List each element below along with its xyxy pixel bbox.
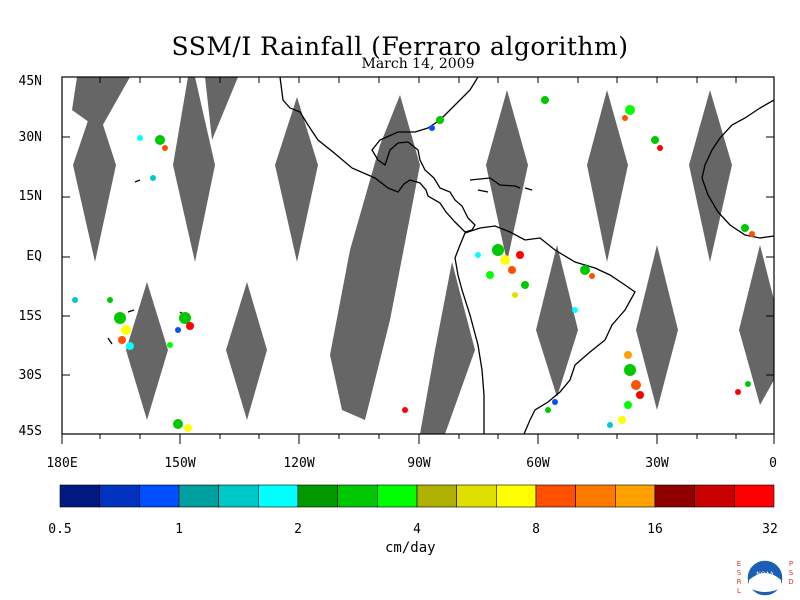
- colorbar-cell: [615, 484, 656, 508]
- colorbar-cell: [694, 484, 735, 508]
- lat-label-eq: EQ: [26, 249, 42, 264]
- coastlines: [107, 76, 775, 435]
- lat-label-30n: 30N: [18, 130, 42, 145]
- rainfall-patches: [72, 96, 755, 432]
- colorbar-cell: [139, 484, 180, 508]
- colorbar-label-16: 16: [647, 522, 663, 537]
- colorbar-cell: [377, 484, 418, 508]
- colorbar-cell: [535, 484, 576, 508]
- colorbar-cell: [178, 484, 219, 508]
- swath-gap: [739, 245, 774, 405]
- coastline-north-america: [279, 76, 479, 233]
- lat-label-15s: 15S: [18, 309, 42, 324]
- colorbar-cell: [337, 484, 378, 508]
- colorbar-label-2: 2: [294, 522, 302, 537]
- coastline-south-america: [454, 225, 636, 435]
- colorbar-cell: [456, 484, 497, 508]
- swath-gap: [73, 100, 116, 262]
- lon-label-0: 0: [769, 456, 777, 471]
- swath-gap: [689, 90, 732, 262]
- swath-gap: [173, 77, 215, 262]
- swath-gap: [72, 77, 130, 130]
- colorbar-cell: [99, 484, 140, 508]
- lon-label-90w: 90W: [407, 456, 431, 471]
- colorbar: [59, 484, 775, 508]
- swath-gap: [226, 282, 267, 420]
- colorbar-label-4: 4: [413, 522, 421, 537]
- lon-label-60w: 60W: [526, 456, 550, 471]
- swath-gap: [205, 77, 238, 140]
- colorbar-cell: [297, 484, 338, 508]
- colorbar-cell: [734, 484, 775, 508]
- lon-ticks: [61, 77, 775, 444]
- lon-label-30w: 30W: [645, 456, 669, 471]
- swath-gap: [330, 95, 420, 420]
- svg-text:NOAA: NOAA: [756, 571, 774, 578]
- colorbar-label-0-5: 0.5: [48, 522, 72, 537]
- map-title: SSM/I Rainfall (Ferraro algorithm): [171, 32, 629, 61]
- coastline-africa: [701, 99, 775, 239]
- lon-label-150w: 150W: [164, 456, 196, 471]
- map-date: March 14, 2009: [361, 56, 475, 72]
- colorbar-cell: [218, 484, 259, 508]
- lon-label-120w: 120W: [283, 456, 315, 471]
- lon-label-180e: 180E: [46, 456, 78, 471]
- coastline-caribbean: [469, 177, 533, 193]
- swath-gap: [486, 90, 528, 262]
- lat-ticks: [62, 136, 774, 376]
- colorbar-cell: [416, 484, 457, 508]
- map-frame: [61, 76, 775, 435]
- data-gap-swaths: [72, 77, 774, 434]
- lat-label-45n: 45N: [18, 74, 42, 89]
- swath-gap: [126, 282, 168, 420]
- lat-label-15n: 15N: [18, 189, 42, 204]
- swath-gap: [636, 245, 678, 410]
- colorbar-label-8: 8: [532, 522, 540, 537]
- colorbar-cell: [654, 484, 695, 508]
- colorbar-cell: [575, 484, 616, 508]
- swath-gap: [420, 262, 475, 434]
- noaa-emblem-icon: NOAA: [746, 559, 784, 597]
- swath-gap: [587, 90, 628, 262]
- colorbar-unit: cm/day: [385, 540, 436, 556]
- colorbar-label-32: 32: [762, 522, 778, 537]
- colorbar-cell: [496, 484, 537, 508]
- swath-gap: [536, 245, 578, 397]
- colorbar-cell: [258, 484, 299, 508]
- coastline-islands: [107, 179, 187, 345]
- colorbar-label-1: 1: [175, 522, 183, 537]
- lat-label-45s: 45S: [18, 424, 42, 439]
- colorbar-cell: [59, 484, 100, 508]
- swath-gap: [275, 97, 318, 262]
- lat-label-30s: 30S: [18, 368, 42, 383]
